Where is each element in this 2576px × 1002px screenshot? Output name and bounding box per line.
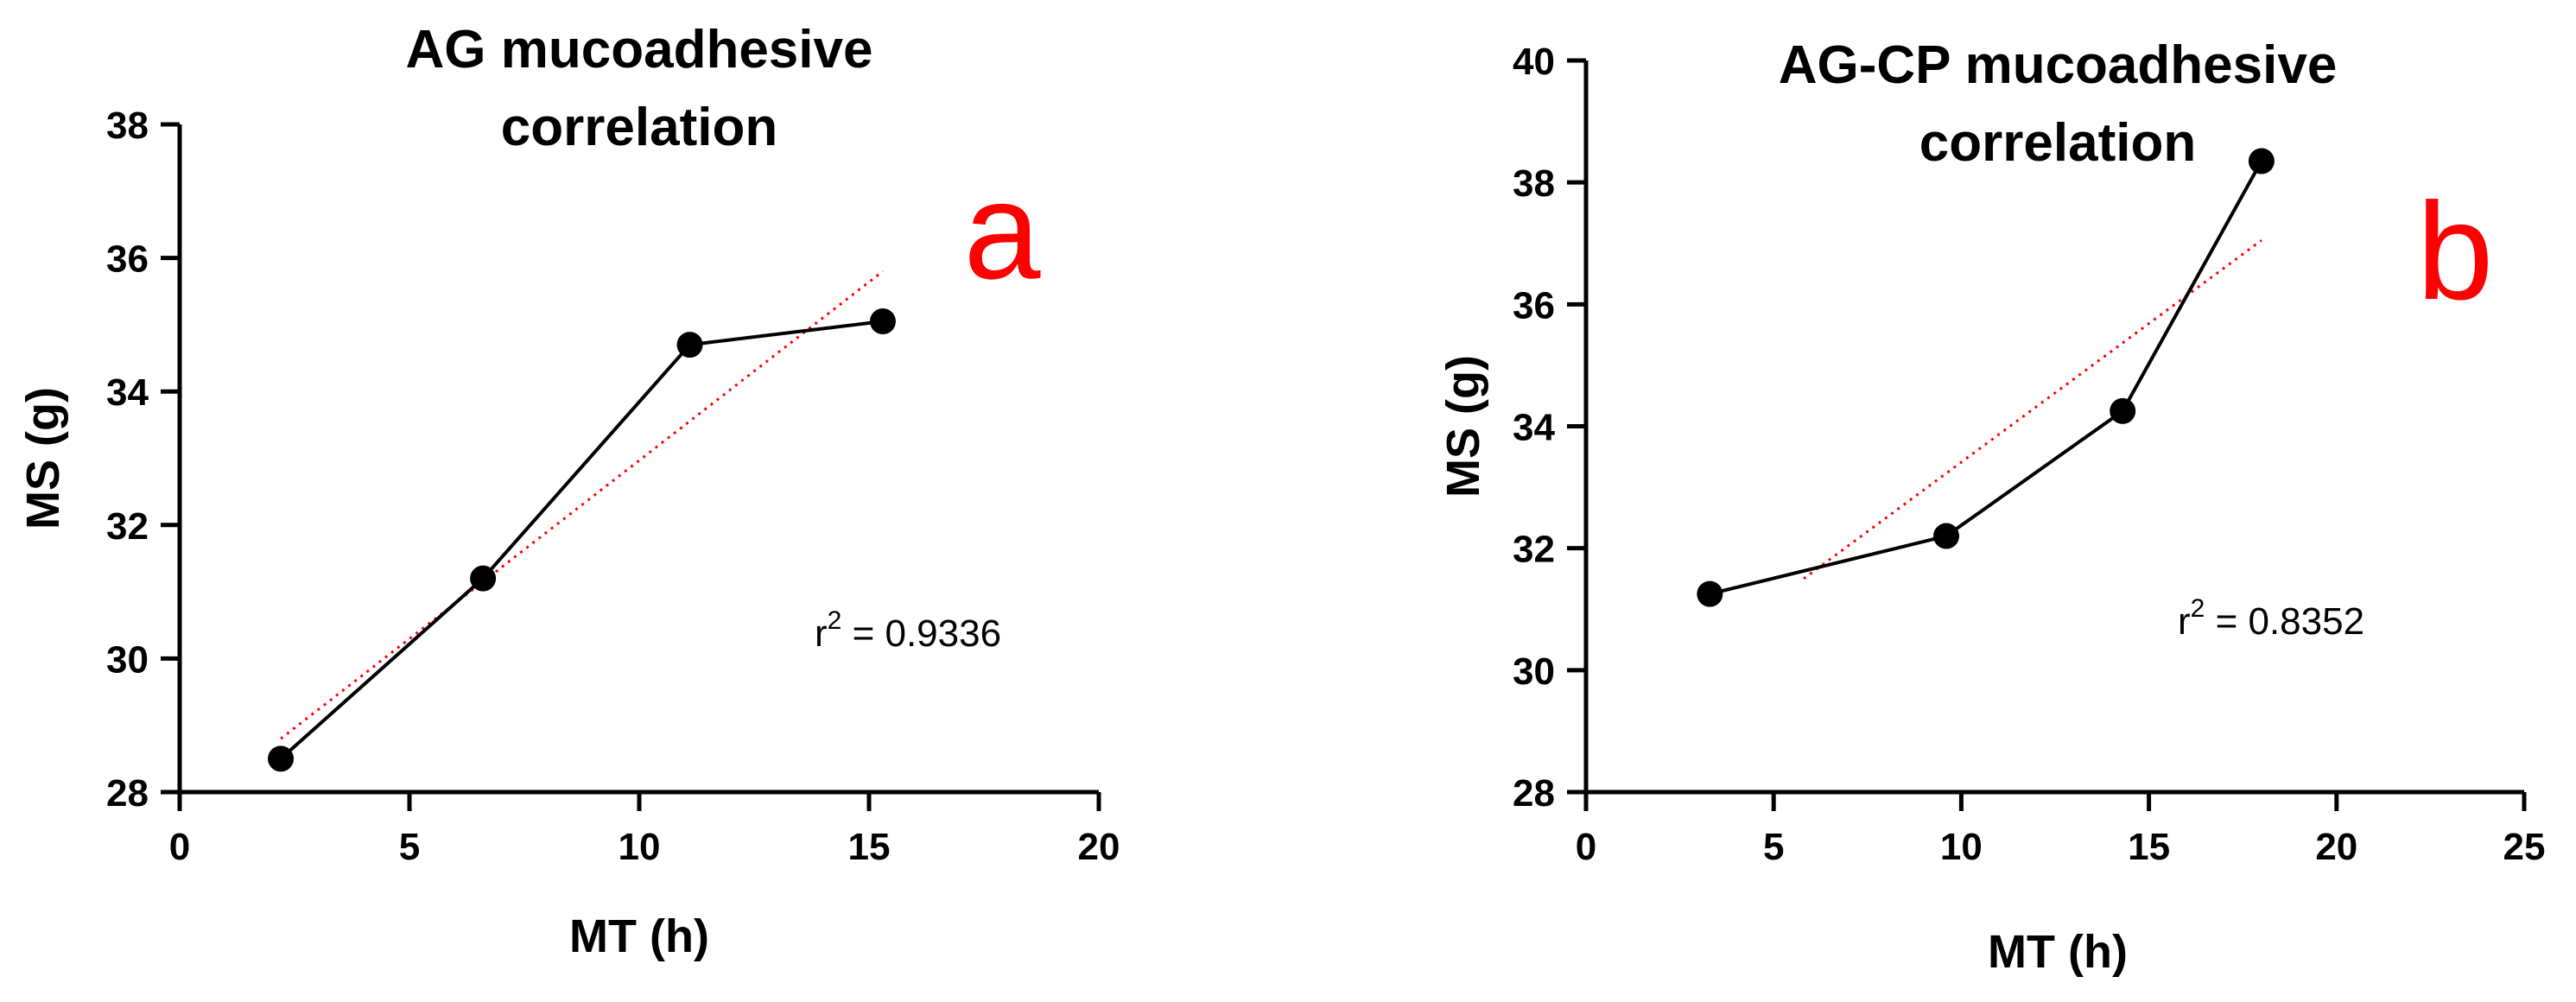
x-axis-title: MT (h) [1988, 926, 2128, 978]
panel-label: a [964, 153, 1041, 308]
y-tick-label: 34 [1513, 407, 1555, 449]
x-tick-label: 20 [1078, 826, 1120, 868]
y-tick-label: 32 [1513, 529, 1555, 571]
y-tick-label: 28 [106, 772, 149, 815]
data-point [676, 332, 703, 358]
x-tick-label: 0 [1576, 826, 1596, 868]
x-tick-label: 10 [619, 826, 661, 868]
y-tick-label: 36 [1513, 284, 1555, 327]
y-tick-label: 36 [106, 238, 149, 281]
y-tick-label: 30 [1513, 650, 1555, 693]
series-line [1709, 160, 2263, 596]
y-tick-label: 34 [106, 371, 149, 414]
chart-title-line: correlation [501, 98, 777, 157]
x-tick-label: 15 [2128, 826, 2170, 868]
y-tick-label: 32 [106, 505, 149, 548]
series-line [279, 320, 884, 760]
x-tick-label: 15 [848, 826, 891, 868]
r-superscript: 2 [2191, 594, 2205, 623]
trendline [280, 270, 884, 740]
data-point [2248, 148, 2275, 174]
data-point [470, 565, 497, 592]
r-squared-value: = 0.9336 [841, 612, 1001, 655]
chart-a: AG mucoadhesive correlation 0 5 10 15 20 28 30 32… [17, 20, 1120, 962]
x-tick-label: 5 [399, 826, 420, 868]
r-symbol: r [2178, 600, 2191, 643]
r-superscript: 2 [828, 606, 842, 635]
y-axis-title: MS (g) [1437, 355, 1489, 498]
y-tick-label: 30 [106, 638, 149, 681]
panel-label: b [2417, 174, 2494, 328]
x-tick-label: 5 [1763, 826, 1784, 868]
data-point [1933, 523, 1960, 549]
y-tick-label: 40 [1513, 41, 1555, 83]
r-squared-annotation: r2 = 0.9336 [815, 606, 1001, 655]
x-tick-label: 25 [2503, 826, 2546, 868]
trendline [1803, 239, 2262, 580]
y-axis-title: MS (g) [17, 387, 69, 530]
x-axis-title: MT (h) [569, 910, 709, 962]
y-tick-label: 38 [1513, 162, 1555, 205]
x-tick-label: 0 [169, 826, 190, 868]
r-squared-annotation: r2 = 0.8352 [2178, 594, 2364, 643]
x-tick-label: 10 [1940, 826, 1983, 868]
data-point [2110, 397, 2136, 424]
x-tick-label: 20 [2315, 826, 2357, 868]
r-squared-value: = 0.8352 [2205, 600, 2364, 643]
chart-title-line: AG mucoadhesive [406, 20, 873, 79]
y-tick-label: 38 [106, 105, 149, 147]
data-point [1697, 580, 1723, 607]
r-symbol: r [815, 612, 828, 655]
data-point [869, 308, 896, 335]
chart-title-line: AG-CP mucoadhesive [1779, 35, 2338, 95]
y-tick-label: 28 [1513, 772, 1555, 815]
chart-b: AG-CP mucoadhesive correlation 0 5 10 15 20 25 2… [1437, 35, 2545, 978]
data-point [268, 745, 295, 772]
chart-title-line: correlation [1919, 113, 2196, 173]
